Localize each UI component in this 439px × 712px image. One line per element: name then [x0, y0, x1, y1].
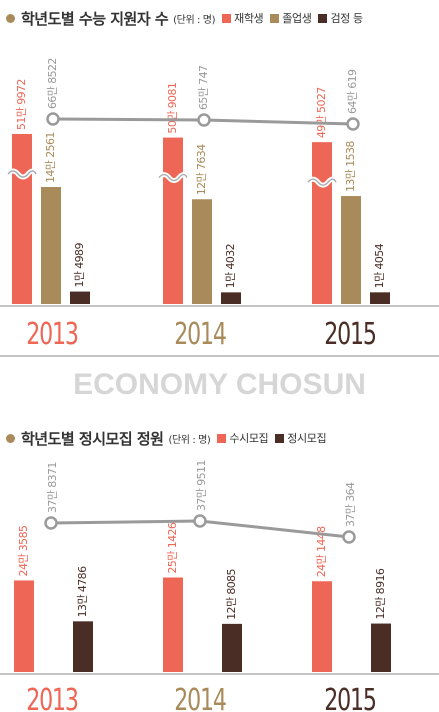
total-point: [193, 514, 207, 528]
chart-applicants-plot: 51만 9972 14만 2561 1만 4989 50만 9081 12만 7634 1…: [0, 58, 439, 357]
legend-label: 정시모집: [287, 432, 327, 445]
bar-value-label: 13만 4786: [76, 566, 89, 617]
bar-value-label: 1만 4989: [73, 243, 86, 288]
chart-panel-admissions: 학년도별 정시모집 정원 (단위 : 명) 수시모집 정시모집 24만 3585…: [0, 420, 439, 712]
chart-title: 학년도별 정시모집 정원: [21, 429, 164, 448]
chart-legend: 재학생 졸업생 검정 등: [222, 10, 370, 26]
bar-value-label: 49만 5027: [315, 87, 328, 138]
legend-label: 수시모집: [229, 432, 269, 445]
bar-졸업생: [192, 199, 212, 304]
chart-title: 학년도별 수능 지원자 수: [21, 9, 169, 28]
bar-수시모집: [163, 577, 183, 672]
bar-수시모집: [312, 581, 332, 672]
legend-label: 검정 등: [330, 12, 363, 25]
bar-정시모집: [222, 623, 242, 672]
bar-검정 등: [221, 292, 241, 304]
total-value-label: 64만 619: [346, 69, 359, 114]
watermark: ECONOMY CHOSUN: [73, 368, 366, 401]
total-value-label: 65만 747: [197, 65, 210, 110]
legend-swatch-ged: [318, 13, 328, 23]
bar-value-label: 24만 1448: [315, 526, 328, 577]
bar-졸업생: [41, 187, 61, 304]
bar-value-label: 12만 8085: [225, 568, 238, 619]
bullet-dot-icon: [6, 13, 15, 23]
bar-재학생: [163, 137, 183, 304]
year-label: 2013: [26, 684, 77, 712]
bar-value-label: 12만 7634: [195, 144, 208, 195]
total-point: [46, 112, 60, 126]
bar-수시모집: [14, 580, 34, 672]
bar-정시모집: [371, 623, 391, 672]
legend-swatch-current-students: [222, 13, 232, 23]
axis-break-line: [7, 170, 37, 178]
bar-검정 등: [370, 292, 390, 304]
year-label: 2014: [174, 318, 226, 352]
bullet-dot-icon: [6, 433, 15, 443]
bar-검정 등: [70, 291, 90, 304]
bar-value-label: 25만 1426: [166, 522, 179, 573]
legend-swatch-early-admission: [217, 433, 227, 443]
bar-재학생: [12, 134, 32, 304]
bar-value-label: 50만 9081: [166, 83, 179, 134]
bar-정시모집: [73, 621, 93, 672]
chart-header: 학년도별 수능 지원자 수 (단위 : 명) 재학생 졸업생 검정 등: [6, 8, 370, 28]
year-label: 2013: [26, 318, 77, 352]
year-label: 2015: [324, 318, 375, 352]
bar-졸업생: [341, 196, 361, 304]
chart-unit: (단위 : 명): [173, 14, 216, 26]
total-value-label: 66만 8522: [46, 58, 59, 109]
legend-label: 재학생: [234, 12, 264, 25]
bar-value-label: 12만 8916: [374, 568, 387, 619]
bar-value-label: 1만 4054: [373, 243, 386, 288]
bar-value-label: 13만 1538: [344, 141, 357, 192]
legend-label: 졸업생: [282, 12, 312, 25]
bar-value-label: 1만 4032: [224, 244, 237, 288]
axis-break-line: [307, 178, 337, 186]
total-value-label: 37만 8371: [46, 462, 59, 513]
chart-legend: 수시모집 정시모집: [217, 430, 333, 446]
bar-value-label: 51만 9972: [15, 79, 28, 130]
total-value-label: 37만 9511: [195, 460, 208, 511]
chart-panel-applicants: 학년도별 수능 지원자 수 (단위 : 명) 재학생 졸업생 검정 등 51만 …: [0, 8, 439, 357]
legend-swatch-graduates: [270, 13, 280, 23]
total-point: [342, 530, 356, 544]
bar-value-label: 14만 2561: [44, 132, 57, 183]
total-point: [346, 117, 360, 131]
bar-value-label: 24만 3585: [17, 525, 30, 576]
total-value-label: 37만 364: [344, 482, 357, 527]
legend-swatch-regular-admission: [275, 433, 285, 443]
chart-unit: (단위 : 명): [168, 434, 211, 446]
bar-재학생: [312, 142, 332, 304]
chart-admissions-plot: 24만 3585 13만 4786 25만 1426 12만 8085 24만 1448…: [0, 460, 439, 712]
chart-header: 학년도별 정시모집 정원 (단위 : 명) 수시모집 정시모집: [6, 428, 333, 448]
year-label: 2014: [174, 684, 226, 712]
axis-break-line: [158, 173, 188, 182]
total-point: [44, 516, 58, 530]
total-point: [197, 113, 211, 127]
year-label: 2015: [324, 684, 375, 712]
